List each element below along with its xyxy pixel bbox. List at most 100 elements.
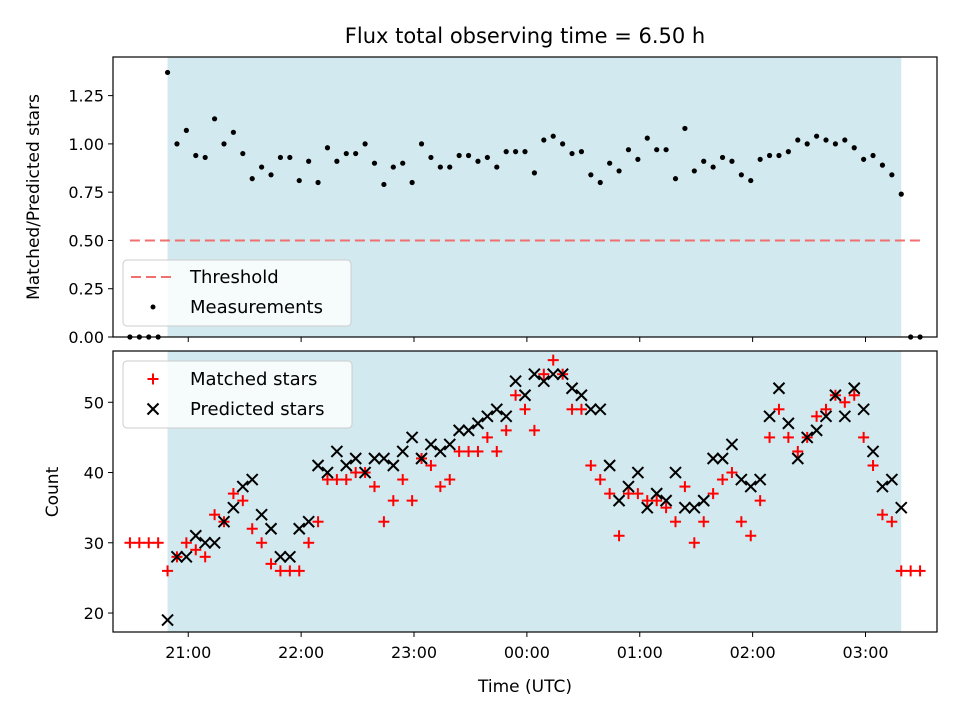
bottom-legend: Matched stars Predicted stars [122, 360, 353, 429]
predicted-star-point [396, 445, 409, 458]
matched-star-point [387, 495, 399, 507]
matched-star-point [378, 516, 390, 528]
predicted-star-point [246, 473, 259, 486]
matched-star-point [227, 488, 239, 500]
measurement-point [654, 147, 660, 153]
predicted-star-point [528, 367, 541, 381]
measurement-point [465, 152, 472, 159]
top-legend: Threshold Measurements [122, 259, 352, 327]
predicted-star-point [565, 382, 579, 395]
legend-matched-swatch [147, 373, 159, 385]
y-tick-label: 30 [84, 534, 104, 553]
legend-predicted-label: Predicted stars [190, 399, 324, 420]
matched-star-point [528, 424, 540, 436]
measurement-point [296, 177, 302, 184]
y-tick-label: 50 [84, 393, 104, 412]
measurement-point [503, 149, 509, 155]
predicted-star-point [537, 375, 551, 388]
predicted-star-point [753, 473, 767, 486]
matched-star-point [463, 445, 475, 457]
matched-star-point [858, 431, 870, 443]
predicted-star-point [452, 424, 466, 437]
measurement-point [804, 141, 810, 147]
measurement-point [879, 162, 886, 168]
matched-star-point [340, 474, 352, 486]
matched-star-point [754, 495, 766, 507]
x-tick-label: 23:00 [391, 643, 437, 662]
predicted-star-point [612, 494, 626, 507]
chart-title: Flux total observing time = 6.50 h [345, 24, 705, 48]
matched-star-point [566, 403, 578, 415]
predicted-star-point [669, 466, 682, 479]
bottom-axes-frame [112, 350, 938, 633]
predicted-star-point [236, 480, 250, 493]
matched-star-point [147, 373, 159, 385]
predicted-star-point [575, 389, 588, 402]
predicted-star-point [509, 375, 522, 388]
predicted-star-point [819, 410, 833, 423]
measurement-point [221, 141, 227, 147]
predicted-star-point [603, 459, 616, 472]
y-tick-label: 20 [84, 604, 104, 623]
matched-star-point [839, 396, 851, 408]
predicted-star-point [706, 452, 720, 465]
measurement-point [531, 170, 538, 176]
measurement-point [672, 176, 679, 182]
predicted-star-point [763, 410, 776, 423]
predicted-star-point [462, 424, 475, 437]
measurement-point [738, 172, 744, 178]
predicted-star-point [857, 403, 870, 416]
predicted-star-point [283, 550, 297, 564]
y-tick-label: 0.75 [68, 183, 104, 202]
measurement-point [748, 177, 754, 184]
measurement-point [851, 145, 857, 151]
measurement-point [588, 172, 594, 178]
predicted-star-point [876, 480, 889, 493]
predicted-star-point [584, 403, 598, 416]
y-tick-label: 0.50 [68, 231, 104, 250]
predicted-star-point [594, 403, 607, 416]
matched-star-point [622, 488, 634, 500]
top-x-ticks [187, 337, 867, 342]
predicted-star-point [264, 522, 278, 535]
matched-star-point [670, 516, 682, 528]
matched-star-point [368, 481, 380, 493]
matched-star-point [604, 488, 616, 500]
measurement-point [842, 137, 848, 143]
measurement-point [277, 154, 284, 161]
predicted-star-point [866, 445, 880, 458]
predicted-star-point [725, 438, 739, 451]
matched-star-point [792, 445, 804, 457]
predicted-star-point [321, 466, 334, 479]
matched-star-point [594, 474, 606, 486]
measurement-point [701, 158, 707, 164]
measurement-point [597, 179, 603, 186]
count-panel: 20 30 40 50 21:00 22:00 23:00 00:00 01:00 02:00 0… [43, 350, 938, 697]
matched-star-point [491, 445, 503, 457]
measurement-point [475, 158, 481, 164]
predicted-star-point [471, 417, 485, 430]
measurement-point [381, 181, 387, 188]
matched-star-point [124, 537, 136, 549]
measurement-point [616, 168, 622, 174]
top-axes-frame [112, 56, 938, 338]
measurement-point [211, 116, 218, 122]
predicted-star-point [180, 550, 193, 564]
predicted-star-point [556, 367, 569, 381]
matched-star-point [905, 565, 917, 577]
predicted-star-point [274, 550, 287, 564]
predicted-star-point [716, 452, 729, 465]
bottom-y-axis-label: Count [43, 466, 63, 517]
matched-star-point [397, 474, 409, 486]
measurement-point [437, 164, 443, 170]
matched-star-point [886, 516, 898, 528]
predicted-star-point [189, 529, 202, 542]
predicted-star-point [227, 501, 240, 514]
predicted-stars-points [161, 367, 908, 627]
predicted-star-point [650, 487, 663, 500]
y-tick-label: 0.25 [68, 280, 104, 299]
predicted-star-point [744, 480, 757, 493]
predicted-star-point [782, 417, 795, 430]
matched-star-point [152, 537, 164, 549]
matched-star-point [811, 410, 823, 422]
